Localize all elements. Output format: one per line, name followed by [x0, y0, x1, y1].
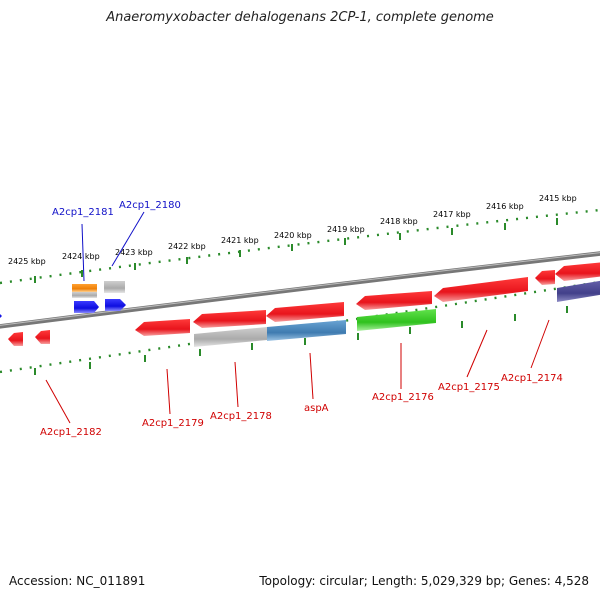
gene-feature-blue[interactable] [74, 301, 99, 313]
scale-label: 2417 kbp [433, 210, 471, 219]
outer-scale-line [0, 208, 600, 285]
gene-label-a2cp1-2182: A2cp1_2182 [40, 427, 102, 438]
gene-label-a2cp1-2176: A2cp1_2176 [372, 392, 434, 403]
cds-arrow[interactable] [8, 332, 23, 346]
gene-feature-blue[interactable] [105, 299, 126, 311]
gene-label-a2cp1-2181: A2cp1_2181 [52, 207, 114, 218]
gene-feature-orange[interactable] [72, 284, 97, 292]
cds-arrow[interactable] [193, 310, 266, 328]
gene-feature-grey[interactable] [72, 292, 97, 298]
scale-label: 2425 kbp [8, 257, 46, 266]
scale-label: 2416 kbp [486, 202, 524, 211]
cds-arrow[interactable] [135, 319, 190, 336]
secondary-features[interactable] [194, 280, 600, 347]
top-gene-labels: A2cp1_2181 A2cp1_2180 [52, 200, 181, 282]
inner-scale-major-ticks [34, 306, 568, 375]
cds-arrow[interactable] [434, 277, 528, 302]
cds-arrow[interactable] [35, 330, 50, 344]
scale-label: 2422 kbp [168, 242, 206, 251]
gene-label-a2cp1-2175: A2cp1_2175 [438, 382, 500, 393]
cds-arrows[interactable] [8, 262, 600, 346]
scale-label: 2419 kbp [327, 225, 365, 234]
gene-feature-blue[interactable] [0, 310, 2, 322]
cds-arrow[interactable] [535, 270, 555, 285]
scale-label: 2420 kbp [274, 231, 312, 240]
scale-labels: 2425 kbp 2424 kbp 2423 kbp 2422 kbp 2421… [8, 194, 577, 266]
cds-arrow[interactable] [266, 302, 344, 322]
gene-label-a2cp1-2179: A2cp1_2179 [142, 418, 204, 429]
scale-label: 2415 kbp [539, 194, 577, 203]
gene-feature-grey[interactable] [194, 327, 267, 347]
genome-backbone [0, 251, 600, 329]
scale-label: 2418 kbp [380, 217, 418, 226]
scale-label: 2423 kbp [115, 248, 153, 257]
gene-feature-purple[interactable] [557, 280, 600, 302]
genome-stats-text: Topology: circular; Length: 5,029,329 bp… [259, 574, 589, 588]
accession-text: Accession: NC_011891 [9, 574, 146, 588]
outer-scale-major-ticks [34, 218, 558, 283]
gene-feature-green[interactable] [357, 309, 436, 331]
scale-label: 2421 kbp [221, 236, 259, 245]
gene-label-a2cp1-2174: A2cp1_2174 [501, 373, 563, 384]
inner-scale-line [0, 280, 600, 374]
scale-label: 2424 kbp [62, 252, 100, 261]
cds-arrow[interactable] [356, 291, 432, 310]
gene-label-aspA: aspA [304, 403, 329, 414]
gene-feature-steel[interactable] [267, 320, 346, 341]
gene-label-a2cp1-2180: A2cp1_2180 [119, 200, 181, 211]
top-strand-genes[interactable] [0, 281, 126, 322]
cds-arrow[interactable] [555, 262, 600, 281]
map-title: Anaeromyxobacter dehalogenans 2CP-1, com… [106, 10, 494, 25]
bottom-gene-labels: A2cp1_2182 A2cp1_2179 A2cp1_2178 aspA A2… [40, 319, 563, 438]
gene-feature-grey[interactable] [104, 281, 125, 293]
genome-backbone-highlight [0, 252, 600, 326]
gene-label-a2cp1-2178: A2cp1_2178 [210, 411, 272, 422]
